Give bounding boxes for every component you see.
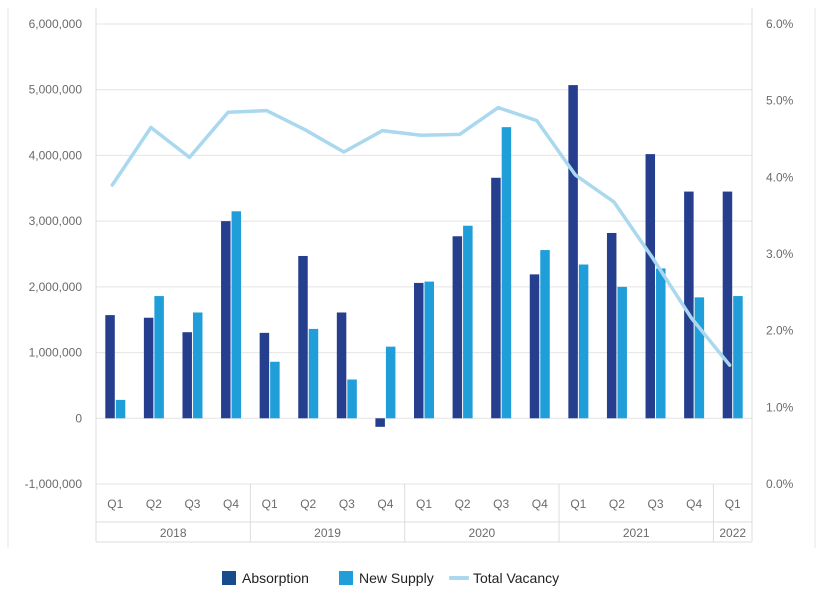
y-tick-label: 4,000,000	[29, 148, 83, 162]
x-tick-label: Q4	[686, 497, 702, 511]
absorption-bar	[645, 154, 656, 419]
x-tick-label: Q2	[300, 497, 316, 511]
absorption-bar	[105, 315, 115, 419]
absorption-bar	[529, 274, 540, 419]
absorption-bar	[568, 85, 578, 419]
y-tick-label: 1,000,000	[29, 346, 83, 360]
y-tick-label: 3,000,000	[29, 214, 83, 228]
new-supply-bar	[424, 281, 434, 419]
x-tick-label: Q3	[339, 497, 355, 511]
legend-item: New Supply	[339, 570, 434, 586]
absorption-bar	[606, 232, 617, 419]
y2-tick-label: 5.0%	[766, 94, 794, 108]
legend-label: New Supply	[359, 570, 434, 586]
new-supply-bar	[617, 286, 627, 419]
year-label: 2019	[314, 526, 341, 540]
x-tick-label: Q2	[455, 497, 471, 511]
absorption-bar	[259, 332, 270, 419]
absorption-bar	[182, 332, 192, 419]
new-supply-bar	[694, 297, 705, 419]
axis-labels: -1,000,000 0 1,000,000 2,000,000 3,000,000 4,…	[25, 17, 794, 540]
absorption-bar	[221, 221, 231, 419]
absorption-bar	[143, 317, 154, 419]
x-tick-label: Q1	[416, 497, 432, 511]
new-supply-bar	[501, 127, 512, 419]
x-tick-label: Q3	[648, 497, 664, 511]
y-tick-label: 0	[75, 411, 82, 425]
new-supply-bar	[154, 296, 164, 419]
x-tick-label: Q1	[262, 497, 278, 511]
absorption-bar	[491, 177, 501, 419]
absorption-bar	[298, 255, 308, 419]
bars	[105, 85, 743, 427]
legend: Absorption New Supply Total Vacancy	[222, 570, 559, 586]
axes	[7, 8, 816, 548]
new-supply-bar	[192, 312, 203, 419]
absorption-bar	[452, 236, 463, 419]
x-tick-label: Q2	[146, 497, 162, 511]
absorption-bar	[336, 312, 347, 419]
x-tick-label: Q1	[107, 497, 123, 511]
new-supply-bar	[347, 379, 357, 419]
year-label: 2020	[469, 526, 496, 540]
y2-tick-label: 0.0%	[766, 477, 794, 491]
legend-item: Absorption	[222, 570, 309, 586]
x-tick-label: Q3	[493, 497, 509, 511]
absorption-bar	[375, 418, 385, 427]
new-supply-bar	[385, 346, 396, 419]
y2-tick-label: 2.0%	[766, 324, 794, 338]
new-supply-bar	[231, 211, 242, 419]
y2-tick-label: 4.0%	[766, 170, 794, 184]
year-label: 2018	[160, 526, 187, 540]
new-supply-bar	[115, 399, 126, 419]
legend-line-swatch	[449, 576, 469, 580]
legend-swatch	[222, 571, 236, 585]
y-tick-label: -1,000,000	[25, 477, 83, 491]
year-label: 2021	[623, 526, 650, 540]
x-tick-label: Q4	[532, 497, 548, 511]
absorption-bar	[684, 191, 694, 419]
absorption-bar	[414, 282, 424, 419]
new-supply-bar	[733, 296, 743, 419]
new-supply-bar	[656, 268, 666, 419]
new-supply-bar	[270, 361, 280, 419]
total-vacancy-line	[110, 105, 732, 367]
year-label: 2022	[719, 526, 746, 540]
legend-swatch	[339, 571, 353, 585]
x-tick-label: Q4	[223, 497, 239, 511]
new-supply-bar	[308, 328, 319, 419]
x-tick-label: Q3	[184, 497, 200, 511]
y-tick-label: 6,000,000	[29, 17, 83, 31]
vacancy-line	[110, 105, 732, 367]
x-tick-label: Q1	[570, 497, 586, 511]
legend-label: Total Vacancy	[473, 570, 559, 586]
y-tick-label: 5,000,000	[29, 83, 83, 97]
y-tick-label: 2,000,000	[29, 280, 83, 294]
new-supply-bar	[578, 264, 589, 419]
x-tick-label: Q4	[377, 497, 393, 511]
x-tick-label: Q2	[609, 497, 625, 511]
gridlines	[96, 23, 752, 485]
absorption-bar	[722, 191, 733, 419]
y2-tick-label: 1.0%	[766, 400, 794, 414]
new-supply-bar	[463, 225, 473, 419]
y2-tick-label: 3.0%	[766, 247, 794, 261]
legend-label: Absorption	[242, 570, 309, 586]
new-supply-bar	[540, 250, 550, 419]
legend-item: Total Vacancy	[449, 570, 559, 586]
x-tick-label: Q1	[725, 497, 741, 511]
y2-tick-label: 6.0%	[766, 17, 794, 31]
